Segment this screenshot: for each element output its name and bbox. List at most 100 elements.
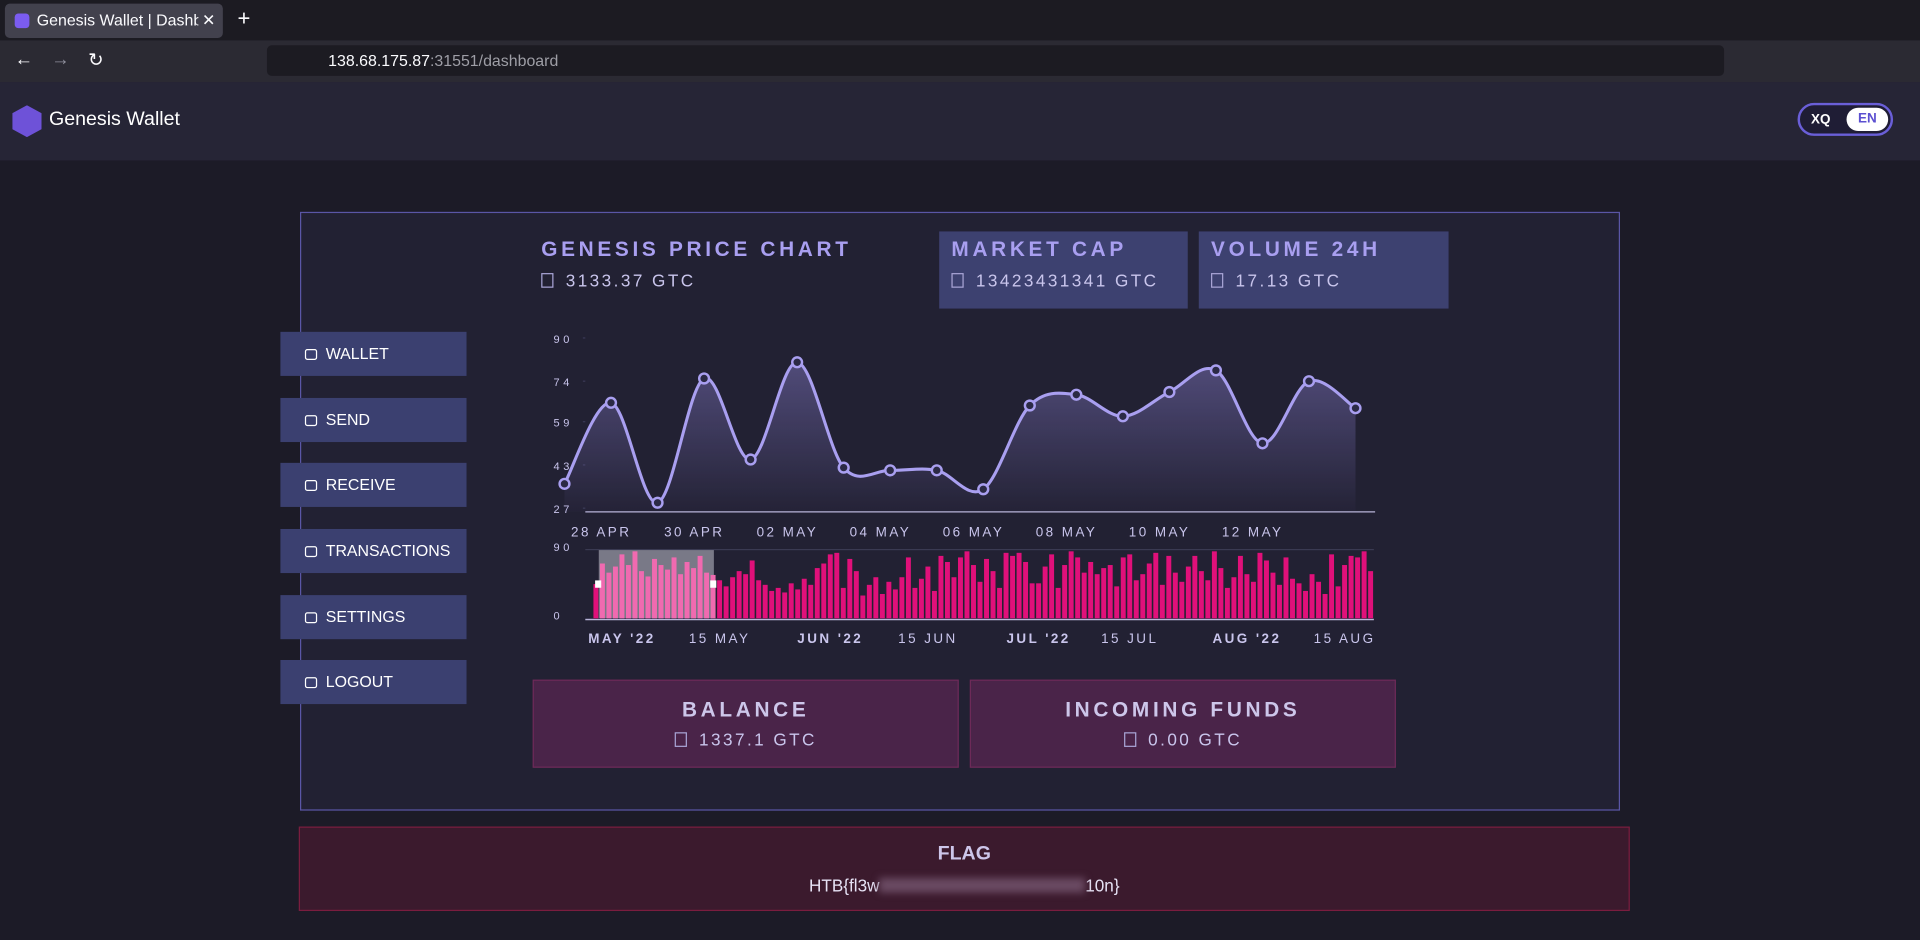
y-tick-label: 74 [553, 377, 573, 389]
volume-bar [1237, 555, 1243, 619]
volume-bar [808, 584, 814, 619]
price-header: GENESIS PRICE CHART 3133.37 GTC [541, 238, 851, 290]
volume-bar [762, 584, 768, 619]
volume-bar [665, 569, 670, 619]
price-point [744, 453, 757, 466]
menu-button[interactable]: SEND [280, 397, 467, 443]
volume-bar [736, 571, 742, 619]
volume-bar [658, 565, 664, 619]
menu-button[interactable]: RECEIVE [280, 462, 467, 507]
x-tick-label: 15 AUG [1314, 631, 1376, 646]
volume-bar [1120, 557, 1126, 619]
volume-bar [1244, 574, 1250, 619]
volume-bar [749, 560, 755, 619]
forward-button[interactable]: → [51, 48, 70, 70]
x-tick-label: 08 MAY [1036, 524, 1098, 539]
market-cap-card: MARKET CAP 13423431341 GTC [939, 231, 1188, 309]
volume-bar [1107, 565, 1113, 619]
lang-option[interactable]: EN [1846, 107, 1889, 132]
icon [304, 415, 318, 427]
y-tick-label: 59 [553, 418, 573, 430]
x-tick-label: 15 MAY [689, 631, 751, 646]
url-bar[interactable]: 138.68.175.87:31551/dashboard [266, 45, 1725, 76]
volume-bar [1296, 583, 1302, 619]
volume-bar [886, 581, 892, 619]
glyph [951, 273, 964, 288]
incoming-title: INCOMING FUNDS [1065, 697, 1301, 722]
volume-bar [1205, 580, 1211, 619]
menu-label: SEND [325, 410, 370, 429]
volume-bar [1114, 586, 1120, 619]
language-toggle[interactable]: XQ EN [1797, 102, 1894, 136]
price-point [1023, 399, 1036, 412]
x-tick-label: 02 MAY [757, 524, 819, 539]
x-tick-label: 15 JUN [898, 631, 958, 646]
volume-bar [691, 568, 697, 619]
volume-bar [1055, 587, 1061, 619]
volume-bar [1342, 565, 1348, 619]
volume-bar [1146, 563, 1152, 619]
volume-bar [1303, 590, 1308, 619]
volume-bar [1159, 584, 1165, 619]
market-cap-title: MARKET CAP [951, 237, 1127, 261]
x-tick-label: 04 MAY [850, 524, 912, 539]
menu-button[interactable]: TRANSACTIONS [280, 528, 467, 574]
volume-bar [938, 555, 944, 619]
volume-bar [944, 561, 950, 619]
reload-button[interactable]: ↻ [88, 50, 104, 72]
volume-bar [958, 557, 963, 619]
volume-bar [971, 565, 976, 619]
volume-bar [1042, 566, 1048, 619]
x-tick-label: AUG '22 [1212, 631, 1281, 646]
volume-bar [717, 580, 723, 619]
icon [304, 480, 318, 492]
volume-bar [1231, 577, 1237, 619]
volume-bar [1140, 574, 1146, 619]
volume-bar [652, 558, 657, 619]
menu-button[interactable]: SETTINGS [280, 595, 467, 640]
brush-handle [595, 580, 602, 588]
x-tick-label: 30 APR [664, 524, 724, 539]
lang-option[interactable]: XQ [1811, 112, 1831, 128]
volume-bar [1153, 552, 1159, 619]
new-tab[interactable]: + [237, 6, 251, 31]
volume-bar [912, 587, 918, 619]
menu-button[interactable]: LOGOUT [280, 660, 467, 705]
volume-bar [639, 571, 644, 619]
volume-bar [1010, 555, 1016, 619]
volume-bar [1049, 554, 1055, 619]
volume-bar [1257, 552, 1263, 619]
browser-tab[interactable]: Genesis Wallet | Dashboard ✕ [4, 3, 223, 38]
x-tick-label: 10 MAY [1129, 524, 1191, 539]
volume-bar [1068, 551, 1074, 619]
volume-bar [704, 572, 710, 619]
volume-bar [1211, 551, 1217, 619]
menu-label: SETTINGS [325, 607, 406, 626]
volume-bar [1185, 566, 1191, 619]
volume-bar [1270, 572, 1276, 619]
volume-bar [625, 565, 631, 619]
brand[interactable]: Genesis Wallet [48, 108, 181, 130]
menu-label: LOGOUT [325, 672, 393, 691]
price-point [791, 356, 804, 369]
volume-bar [1172, 572, 1178, 619]
back-button[interactable]: ← [14, 48, 34, 70]
volume-bar [1368, 571, 1374, 619]
x-tick-label: JUL '22 [1006, 631, 1070, 646]
volume-bar [1290, 578, 1295, 619]
tab-close[interactable]: ✕ [202, 11, 216, 30]
glyph [1123, 732, 1136, 747]
menu-button[interactable]: WALLET [280, 331, 467, 376]
volume-bar [1088, 561, 1094, 619]
volume-bar [1003, 552, 1009, 619]
volume-bar [1133, 580, 1139, 619]
icon [304, 546, 318, 558]
volume-bar [1179, 581, 1185, 619]
volume-bar [1016, 552, 1022, 619]
volume-bar [756, 580, 762, 619]
volume-bar [905, 557, 911, 619]
balance-card: BALANCE 1337.1 GTC [532, 679, 959, 768]
y-tick-label: 90 [553, 542, 573, 554]
